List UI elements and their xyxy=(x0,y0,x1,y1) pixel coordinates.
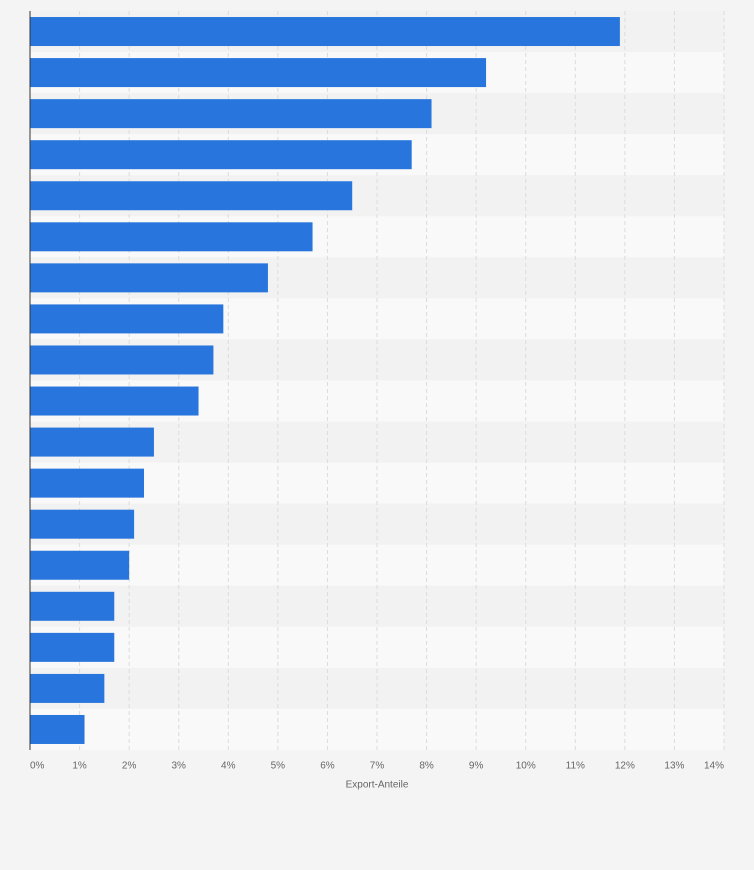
x-tick-label: 7% xyxy=(370,761,385,772)
x-tick-label: 6% xyxy=(320,761,335,772)
x-tick-label: 3% xyxy=(171,761,186,772)
x-tick-label: 14% xyxy=(704,761,724,772)
bar xyxy=(30,181,353,211)
row-band xyxy=(30,667,724,709)
x-tick-label: 11% xyxy=(566,761,585,772)
x-tick-label: 8% xyxy=(419,761,434,772)
x-tick-label: 13% xyxy=(664,761,684,772)
row-band xyxy=(30,708,724,750)
bar xyxy=(30,509,135,539)
bar xyxy=(30,304,224,334)
bar xyxy=(30,263,268,293)
bar xyxy=(30,17,620,47)
bar xyxy=(30,673,105,703)
x-tick-label: 12% xyxy=(615,761,635,772)
bar xyxy=(30,345,214,375)
x-tick-label: 1% xyxy=(72,761,87,772)
x-tick-label: 0% xyxy=(30,761,45,772)
bar xyxy=(30,99,432,129)
x-tick-label: 2% xyxy=(122,761,137,772)
bar xyxy=(30,632,115,662)
x-tick-label: 5% xyxy=(271,761,286,772)
bar xyxy=(30,591,115,621)
bar xyxy=(30,550,130,580)
x-tick-label: 9% xyxy=(469,761,484,772)
row-band xyxy=(30,626,724,668)
x-axis-title: Export-Anteile xyxy=(346,780,409,791)
bar xyxy=(30,468,145,498)
bar xyxy=(30,386,199,416)
x-tick-label: 10% xyxy=(516,761,536,772)
bar xyxy=(30,140,412,170)
bar xyxy=(30,427,154,457)
bar xyxy=(30,222,313,252)
bar xyxy=(30,714,85,744)
bar xyxy=(30,58,487,88)
x-tick-label: 4% xyxy=(221,761,236,772)
